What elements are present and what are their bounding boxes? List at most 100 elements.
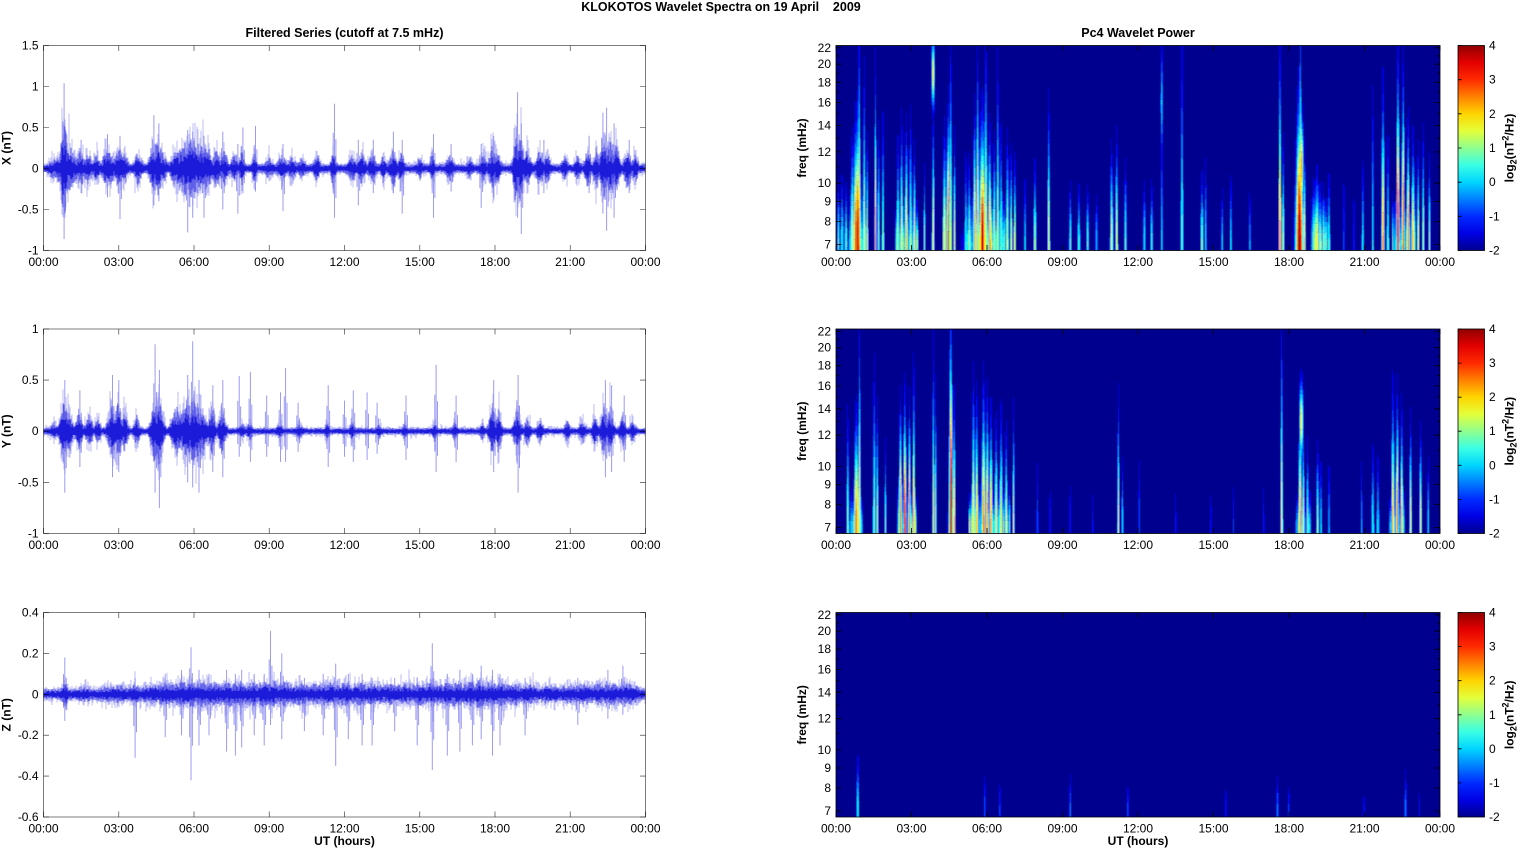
svg-text:10: 10 (818, 743, 832, 757)
svg-text:0: 0 (1489, 175, 1496, 189)
svg-text:22: 22 (818, 41, 832, 55)
svg-text:20: 20 (818, 624, 832, 638)
svg-text:15:00: 15:00 (1198, 538, 1228, 552)
svg-text:06:00: 06:00 (972, 538, 1002, 552)
svg-text:15:00: 15:00 (405, 538, 435, 552)
svg-text:9: 9 (824, 478, 831, 492)
svg-text:00:00: 00:00 (821, 538, 851, 552)
svg-text:KLOKOTOS Wavelet Spectra on 19: KLOKOTOS Wavelet Spectra on 19 April 200… (581, 0, 861, 14)
svg-text:log2(nT2/Hz): log2(nT2/Hz) (1501, 397, 1519, 466)
svg-text:16: 16 (818, 379, 832, 393)
svg-text:log2(nT2/Hz): log2(nT2/Hz) (1501, 680, 1519, 749)
svg-text:00:00: 00:00 (630, 255, 660, 269)
svg-text:12: 12 (818, 428, 832, 442)
svg-text:20: 20 (818, 341, 832, 355)
svg-text:16: 16 (818, 662, 832, 676)
svg-text:0: 0 (1489, 458, 1496, 472)
svg-text:-0.5: -0.5 (18, 203, 39, 217)
svg-text:-2: -2 (1489, 527, 1500, 541)
svg-text:06:00: 06:00 (179, 822, 209, 836)
svg-text:2: 2 (1489, 674, 1496, 688)
svg-text:06:00: 06:00 (179, 255, 209, 269)
svg-text:7: 7 (824, 521, 831, 535)
svg-text:06:00: 06:00 (972, 822, 1002, 836)
svg-text:15:00: 15:00 (405, 255, 435, 269)
svg-text:03:00: 03:00 (104, 538, 134, 552)
svg-text:-2: -2 (1489, 244, 1500, 258)
svg-text:00:00: 00:00 (28, 255, 58, 269)
svg-text:3: 3 (1489, 73, 1496, 87)
svg-text:21:00: 21:00 (1349, 538, 1379, 552)
svg-text:00:00: 00:00 (1425, 822, 1455, 836)
svg-text:18:00: 18:00 (480, 822, 510, 836)
svg-text:7: 7 (824, 804, 831, 818)
svg-text:1: 1 (32, 80, 39, 94)
svg-text:9: 9 (824, 194, 831, 208)
svg-text:-1: -1 (1489, 209, 1500, 223)
svg-text:freq (mHz): freq (mHz) (795, 685, 809, 744)
svg-text:8: 8 (824, 781, 831, 795)
svg-text:X (nT): X (nT) (0, 131, 14, 165)
svg-text:2: 2 (1489, 390, 1496, 404)
svg-text:3: 3 (1489, 640, 1496, 654)
svg-text:03:00: 03:00 (104, 822, 134, 836)
svg-text:7: 7 (824, 238, 831, 252)
svg-text:1: 1 (1489, 141, 1496, 155)
svg-text:12:00: 12:00 (329, 538, 359, 552)
svg-text:18:00: 18:00 (1274, 822, 1304, 836)
svg-text:00:00: 00:00 (1425, 538, 1455, 552)
svg-text:15:00: 15:00 (1198, 822, 1228, 836)
svg-text:Y (nT): Y (nT) (0, 414, 14, 448)
svg-text:0: 0 (32, 424, 39, 438)
svg-text:12:00: 12:00 (329, 822, 359, 836)
svg-text:03:00: 03:00 (896, 538, 926, 552)
svg-text:12:00: 12:00 (1123, 822, 1153, 836)
svg-text:15:00: 15:00 (405, 822, 435, 836)
svg-text:0.2: 0.2 (22, 646, 39, 660)
svg-text:Filtered Series (cutoff at 7.5: Filtered Series (cutoff at 7.5 mHz) (246, 26, 444, 40)
svg-text:09:00: 09:00 (1047, 538, 1077, 552)
svg-text:18:00: 18:00 (1274, 538, 1304, 552)
svg-text:09:00: 09:00 (254, 538, 284, 552)
svg-text:09:00: 09:00 (1047, 822, 1077, 836)
svg-text:0.4: 0.4 (22, 606, 39, 620)
svg-text:18:00: 18:00 (480, 255, 510, 269)
svg-text:21:00: 21:00 (555, 538, 585, 552)
svg-text:12:00: 12:00 (329, 255, 359, 269)
svg-text:09:00: 09:00 (254, 255, 284, 269)
svg-text:log2(nT2/Hz): log2(nT2/Hz) (1501, 114, 1519, 183)
svg-text:-2: -2 (1489, 810, 1500, 824)
svg-text:UT (hours): UT (hours) (314, 834, 375, 848)
svg-text:1: 1 (1489, 424, 1496, 438)
svg-text:16: 16 (818, 96, 832, 110)
svg-text:0: 0 (32, 687, 39, 701)
svg-text:2: 2 (1489, 107, 1496, 121)
svg-text:00:00: 00:00 (630, 538, 660, 552)
svg-text:00:00: 00:00 (28, 822, 58, 836)
svg-text:18: 18 (818, 642, 832, 656)
svg-text:Pc4 Wavelet Power: Pc4 Wavelet Power (1081, 26, 1195, 40)
svg-text:10: 10 (818, 459, 832, 473)
svg-text:0.5: 0.5 (22, 373, 39, 387)
svg-text:18:00: 18:00 (1274, 255, 1304, 269)
svg-text:21:00: 21:00 (555, 822, 585, 836)
svg-text:0: 0 (1489, 742, 1496, 756)
svg-text:10: 10 (818, 176, 832, 190)
svg-text:21:00: 21:00 (555, 255, 585, 269)
svg-text:06:00: 06:00 (972, 255, 1002, 269)
svg-text:21:00: 21:00 (1349, 822, 1379, 836)
svg-text:-1: -1 (1489, 492, 1500, 506)
svg-text:1.5: 1.5 (22, 39, 39, 53)
svg-text:21:00: 21:00 (1349, 255, 1379, 269)
svg-text:18:00: 18:00 (480, 538, 510, 552)
svg-text:09:00: 09:00 (1047, 255, 1077, 269)
svg-text:-1: -1 (28, 527, 39, 541)
svg-text:12:00: 12:00 (1123, 538, 1153, 552)
svg-text:22: 22 (818, 324, 832, 338)
svg-text:12:00: 12:00 (1123, 255, 1153, 269)
svg-text:-0.6: -0.6 (18, 810, 39, 824)
svg-text:4: 4 (1489, 39, 1496, 53)
svg-text:-0.4: -0.4 (18, 769, 39, 783)
svg-text:20: 20 (818, 57, 832, 71)
svg-text:4: 4 (1489, 322, 1496, 336)
